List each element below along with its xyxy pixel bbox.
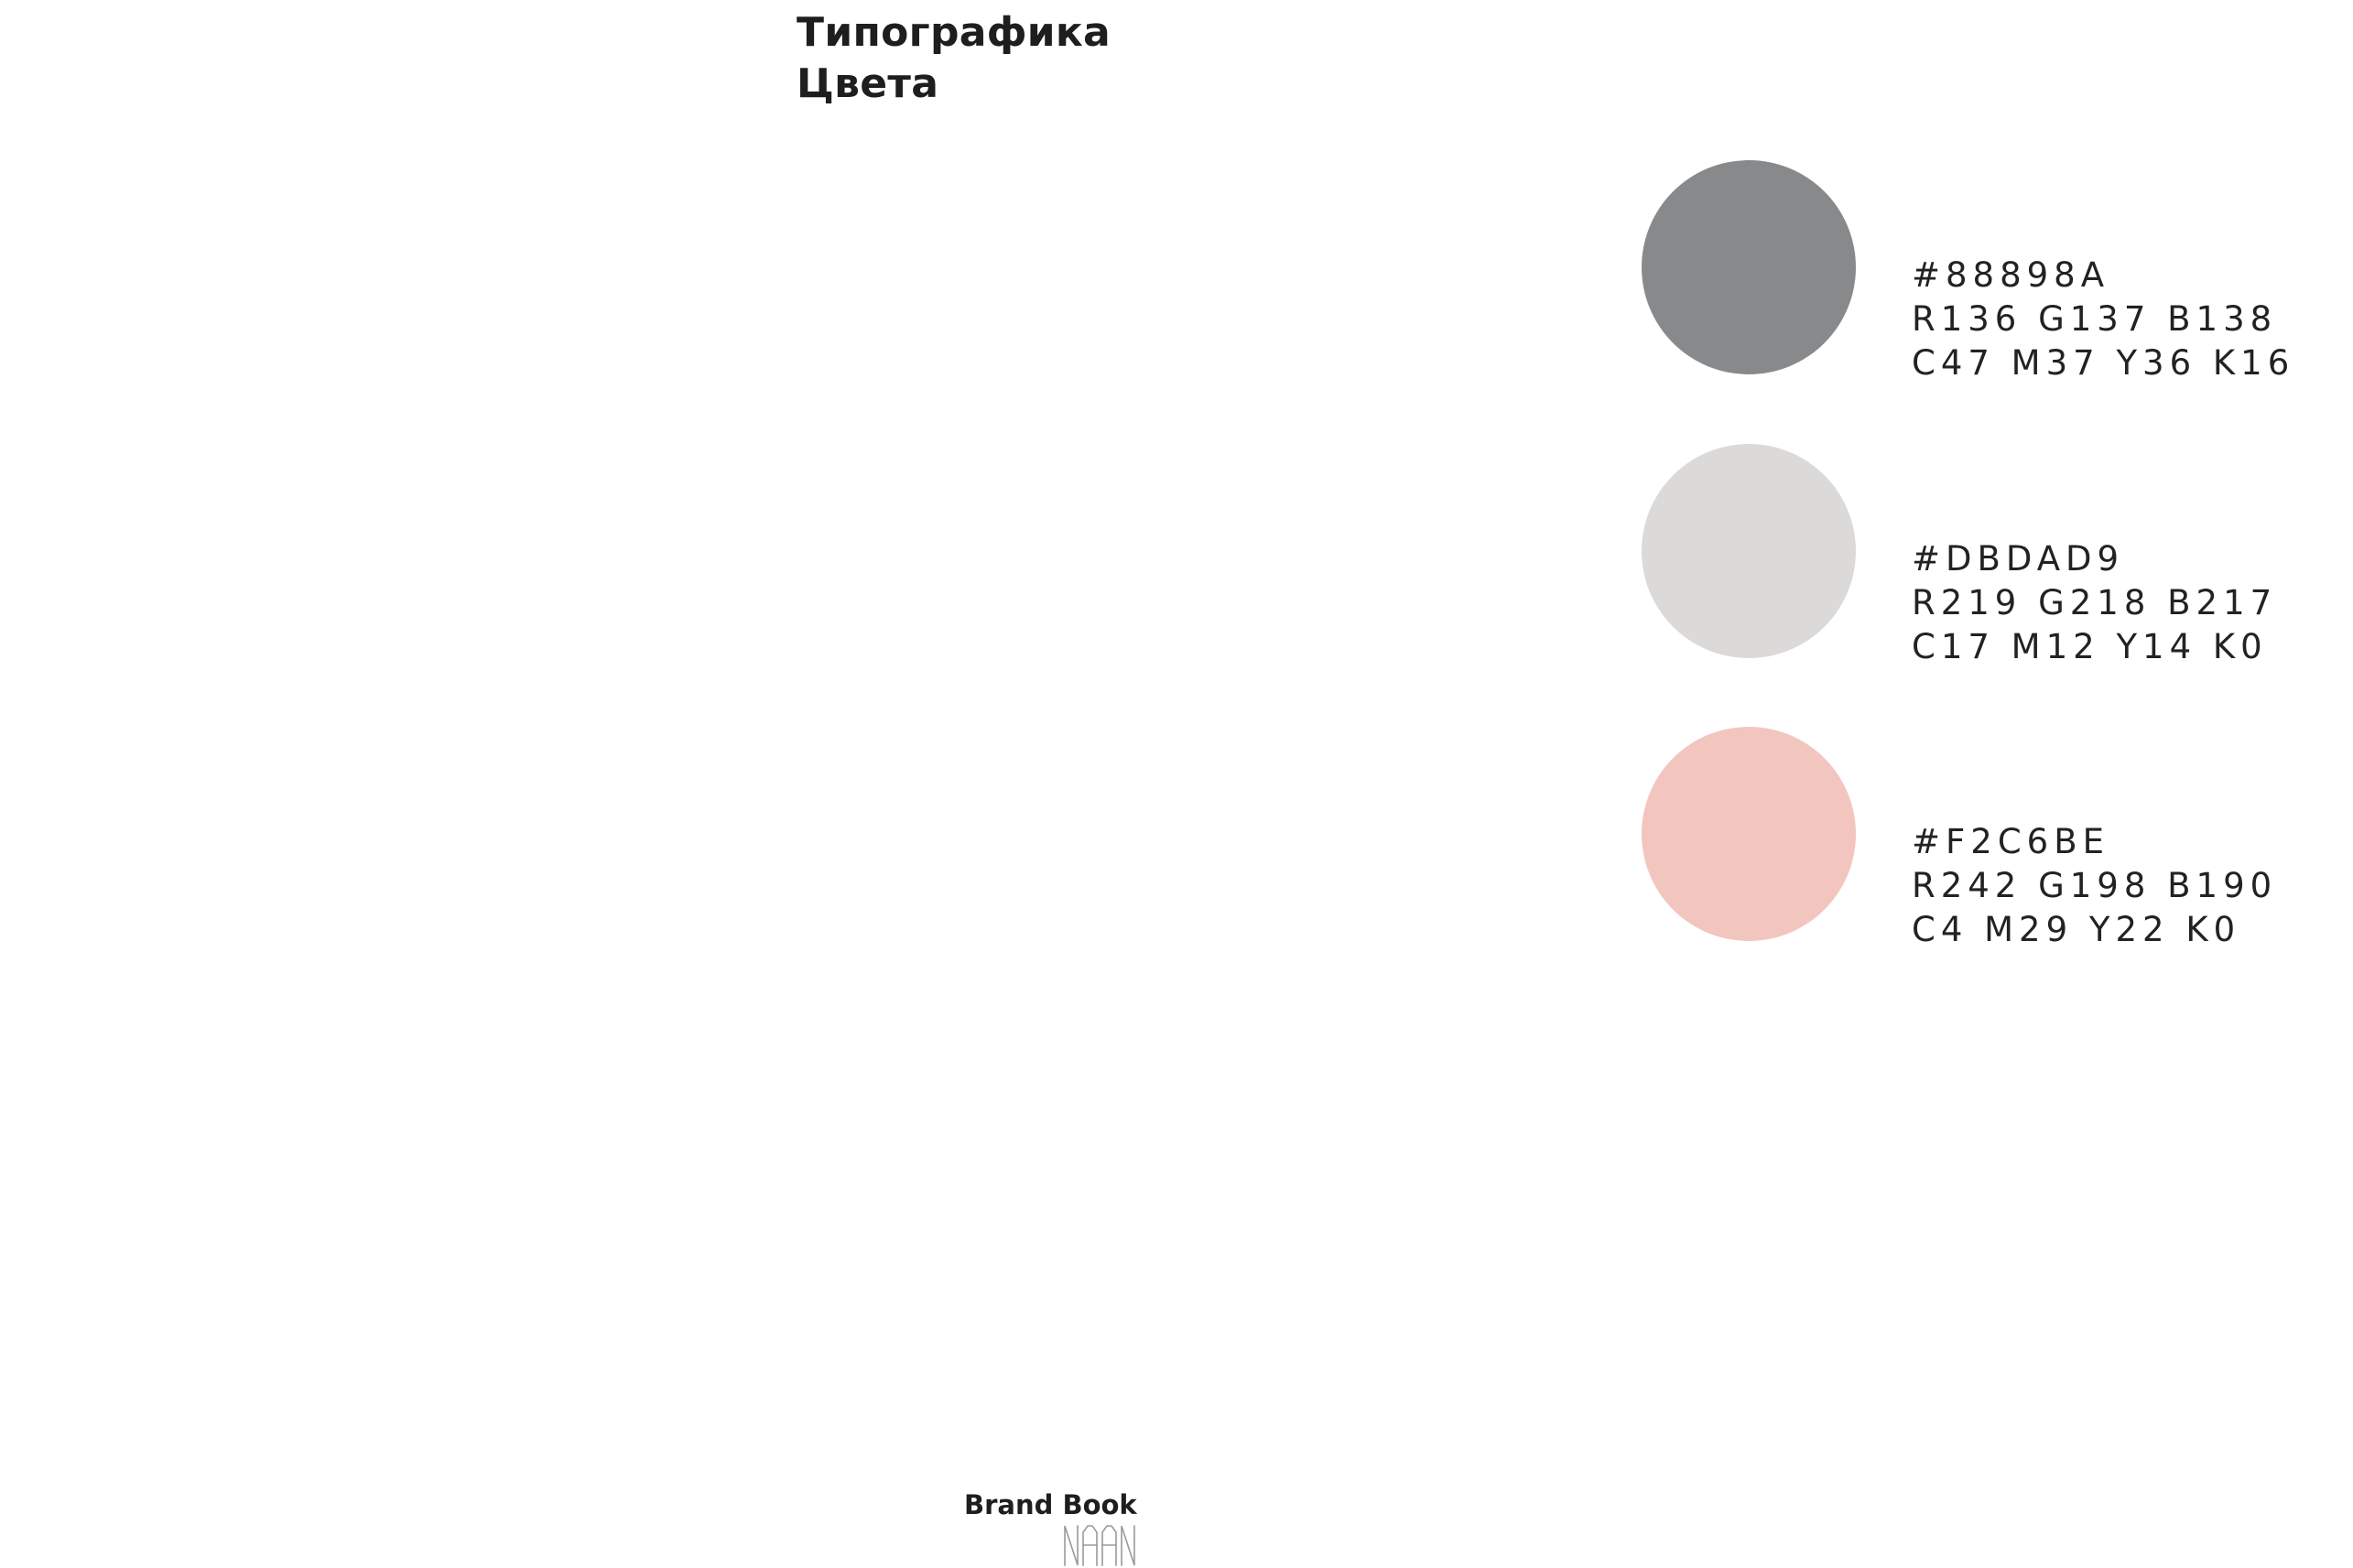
section-title-colors: Цвета [797, 60, 939, 107]
swatch-rgb: R219 G218 B217 [1912, 583, 2278, 622]
naan-logo [1064, 1525, 1135, 1566]
swatch-cmyk: C17 M12 Y14 K0 [1912, 627, 2268, 666]
swatch-hex: #88898A [1912, 255, 2110, 295]
swatch-hex: #DBDAD9 [1912, 539, 2125, 579]
swatch-hex: #F2C6BE [1912, 822, 2109, 861]
color-swatch-gray: #88898A R136 G137 B138 C47 M37 Y36 K16 [1642, 160, 2337, 383]
swatch-codes: #88898A R136 G137 B138 C47 M37 Y36 K16 [1912, 254, 2294, 385]
swatch-circle [1642, 160, 1856, 374]
swatch-cmyk: C4 M29 Y22 K0 [1912, 910, 2241, 949]
swatch-circle [1642, 727, 1856, 941]
color-swatch-pink: #F2C6BE R242 G198 B190 C4 M29 Y22 K0 [1642, 727, 2337, 949]
footer-brand-book-title: Brand Book [964, 1489, 1137, 1520]
page-heading: Типографика Цвета [797, 7, 1111, 110]
swatch-codes: #F2C6BE R242 G198 B190 C4 M29 Y22 K0 [1912, 820, 2277, 952]
swatch-cmyk: C47 M37 Y36 K16 [1912, 343, 2295, 383]
swatch-rgb: R136 G137 B138 [1912, 299, 2278, 339]
color-swatch-light-gray: #DBDAD9 R219 G218 B217 C17 M12 Y14 K0 [1642, 444, 2337, 666]
section-title-typography: Типографика [797, 9, 1111, 56]
swatch-circle [1642, 444, 1856, 658]
swatch-codes: #DBDAD9 R219 G218 B217 C17 M12 Y14 K0 [1912, 537, 2277, 669]
swatch-rgb: R242 G198 B190 [1912, 866, 2278, 905]
